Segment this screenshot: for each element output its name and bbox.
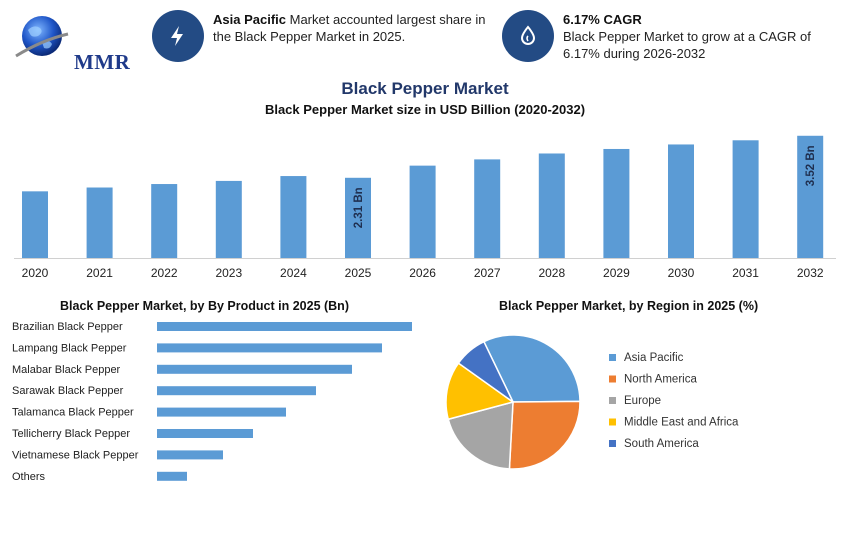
tick-label: 2025 — [345, 266, 372, 280]
data-label: 3.52 Bn — [805, 145, 817, 186]
bar-2032 — [797, 135, 824, 258]
lightning-icon — [171, 26, 183, 46]
legend-swatch — [609, 397, 616, 404]
tick-label: 2031 — [732, 266, 759, 280]
product-bar — [157, 364, 352, 374]
pie-slice-north-america — [508, 400, 581, 470]
product-bar — [157, 322, 412, 331]
product-bar-chart: Brazilian Black Pepper Lampang Black Pepp… — [12, 321, 412, 483]
tick-label: 2032 — [797, 266, 824, 280]
highlight-body: Black Pepper Market to grow at a CAGR of… — [563, 29, 811, 61]
product-bar — [157, 450, 223, 460]
highlight-region: Asia Pacific Market accounted largest sh… — [152, 10, 492, 62]
region-pie-chart: Asia Pacific North America Europe Middle Ea… — [445, 334, 739, 470]
globe-icon — [15, 16, 69, 58]
bar-2027 — [474, 159, 501, 258]
tick-label: 2026 — [409, 266, 436, 280]
highlight-bold: 6.17% CAGR — [563, 12, 642, 27]
category-label: Tellicherry Black Pepper — [12, 428, 130, 440]
category-label: Brazilian Black Pepper — [12, 321, 123, 333]
product-bar — [157, 407, 286, 417]
bar-2023 — [215, 180, 242, 258]
legend-label: North America — [624, 374, 697, 386]
bar-2028 — [538, 153, 565, 258]
legend-swatch — [609, 375, 616, 383]
tick-label: 2028 — [538, 266, 565, 280]
pie-slice-asia-pacific — [482, 334, 581, 403]
tick-label: 2030 — [668, 266, 695, 280]
tick-label: 2029 — [603, 266, 630, 280]
tick-label: 2020 — [22, 266, 49, 280]
legend-swatch — [609, 354, 616, 361]
bar-2024 — [280, 176, 307, 258]
tick-label: 2027 — [474, 266, 501, 280]
bar-2029 — [603, 148, 630, 258]
category-label: Lampang Black Pepper — [12, 342, 127, 354]
mmr-logo: MMR — [12, 12, 131, 74]
tick-label: 2021 — [86, 266, 113, 280]
pie-slice-europe — [447, 401, 514, 470]
highlight-icon-circle — [502, 10, 554, 62]
bar-2025 — [345, 177, 371, 258]
tick-label: 2024 — [280, 266, 307, 280]
chart-subtitle: Black Pepper Market size in USD Billion … — [264, 102, 586, 117]
product-bar — [157, 343, 382, 353]
legend-swatch — [609, 440, 616, 447]
category-label: Malabar Black Pepper — [12, 364, 121, 376]
product-bar — [157, 386, 316, 396]
tick-label: 2022 — [151, 266, 178, 280]
bar-2020 — [22, 191, 48, 258]
highlight-body: Market accounted largest share in the Bl… — [213, 12, 486, 44]
highlight-bold: Asia Pacific — [213, 12, 286, 27]
highlight-icon-circle — [152, 10, 204, 62]
highlight-text: Asia Pacific Market accounted largest sh… — [213, 11, 492, 45]
bar-2021 — [86, 187, 113, 258]
bar-2030 — [668, 144, 694, 258]
bar-2022 — [151, 184, 178, 258]
logo-text: MMR — [74, 50, 131, 74]
pie-slice-south-america — [457, 340, 514, 403]
legend-label: Asia Pacific — [624, 352, 684, 364]
bar-2026 — [409, 165, 436, 258]
legend-label: South America — [624, 438, 699, 450]
tick-label: 2023 — [215, 266, 242, 280]
page-title: Black Pepper Market — [341, 79, 509, 98]
product-bar — [157, 429, 253, 438]
category-label: Talamanca Black Pepper — [12, 407, 134, 419]
bar-2031 — [732, 140, 759, 258]
pie-slice-middle-east-and-africa — [445, 362, 515, 421]
legend-swatch — [609, 418, 616, 426]
category-label: Sarawak Black Pepper — [12, 385, 124, 397]
category-label: Vietnamese Black Pepper — [12, 449, 139, 461]
region-chart-title: Black Pepper Market, by Region in 2025 (… — [499, 299, 759, 313]
data-label: 2.31 Bn — [353, 187, 365, 228]
highlight-text: 6.17% CAGR Black Pepper Market to grow at… — [563, 11, 847, 62]
droplet-icon — [520, 25, 536, 45]
category-label: Others — [12, 471, 46, 483]
product-bar — [157, 471, 187, 481]
market-size-bar-chart: 2020 2021 2022 2023 2024 2025 2.31 Bn 2026 2027 2… — [14, 135, 836, 280]
product-chart-title: Black Pepper Market, by By Product in 20… — [60, 299, 349, 313]
legend-label: Middle East and Africa — [624, 417, 739, 429]
highlight-cagr: 6.17% CAGR Black Pepper Market to grow at… — [502, 10, 847, 62]
legend-label: Europe — [624, 395, 661, 407]
